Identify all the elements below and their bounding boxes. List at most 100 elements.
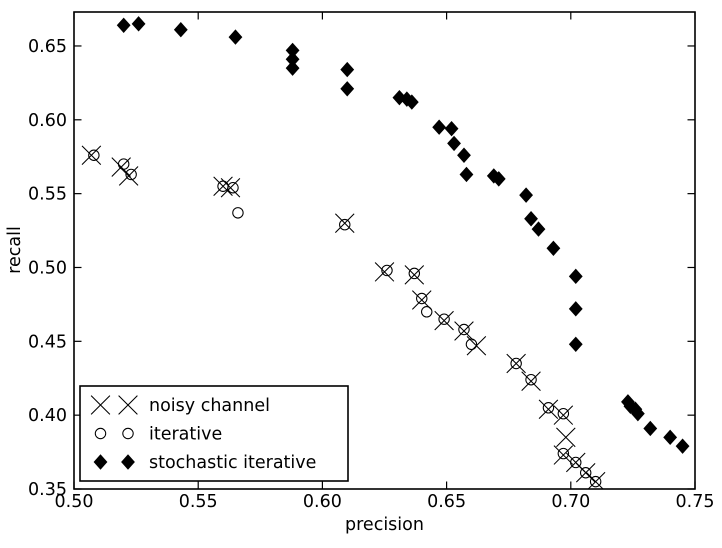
data-point	[521, 371, 541, 391]
y-tick-label: 0.35	[28, 480, 67, 500]
data-point	[557, 407, 570, 420]
y-axis-title: recall	[5, 226, 25, 274]
data-points-layer	[81, 16, 690, 489]
data-point	[116, 17, 131, 33]
x-tick-label: 0.70	[551, 492, 590, 512]
legend-marker-circle	[122, 427, 134, 440]
data-point	[525, 373, 537, 386]
data-point	[538, 399, 559, 420]
data-point	[556, 427, 576, 448]
data-point	[457, 147, 471, 163]
data-point	[546, 240, 561, 256]
data-point	[553, 445, 574, 465]
data-point	[399, 91, 414, 107]
series-iterative	[88, 149, 602, 488]
y-tick-label: 0.65	[28, 37, 67, 57]
data-point	[131, 16, 146, 32]
legend-entry-iterative: iterative	[94, 425, 222, 445]
y-tick-label: 0.60	[28, 111, 67, 131]
data-point	[542, 402, 555, 414]
data-point	[444, 120, 459, 137]
data-point	[227, 182, 239, 194]
data-point	[557, 447, 570, 460]
data-point	[285, 60, 300, 76]
data-point	[339, 218, 351, 231]
legend-label: noisy channel	[149, 396, 270, 416]
legend-label: stochastic iterative	[149, 453, 316, 473]
x-tick-label: 0.55	[179, 492, 218, 512]
data-point	[374, 262, 395, 282]
data-point	[491, 171, 506, 187]
data-point	[340, 61, 355, 78]
data-point	[392, 89, 407, 106]
data-point	[404, 265, 425, 285]
data-point	[173, 22, 188, 38]
legend-label: iterative	[149, 425, 222, 445]
legend-entry-stochastic-iterative: stochastic iterative	[93, 453, 316, 473]
data-point	[408, 267, 421, 280]
data-point	[416, 292, 428, 305]
data-point	[438, 313, 450, 325]
data-point	[334, 213, 355, 233]
data-point	[570, 456, 582, 469]
data-point	[404, 94, 419, 110]
data-point	[88, 149, 100, 161]
data-point	[465, 338, 478, 351]
data-point	[381, 264, 393, 277]
series-noisy-channel	[81, 145, 606, 489]
data-point	[81, 145, 102, 166]
data-point	[232, 207, 244, 219]
data-point	[519, 187, 533, 203]
data-point	[213, 176, 233, 197]
series-stochastic-iterative	[116, 16, 690, 454]
x-tick-label: 0.60	[303, 492, 342, 512]
y-tick-label: 0.55	[28, 185, 67, 205]
data-point	[568, 268, 583, 285]
y-tick-label: 0.40	[28, 406, 67, 426]
x-axis-title: precision	[345, 515, 424, 535]
data-point	[643, 420, 658, 437]
data-point	[675, 438, 690, 454]
legend-marker-circle	[94, 427, 107, 440]
data-point	[454, 321, 474, 341]
data-point	[585, 471, 606, 489]
data-point	[228, 29, 243, 45]
legend-entry-noisy-channel: noisy channel	[90, 395, 270, 416]
data-point	[531, 221, 546, 237]
x-tick-label: 0.50	[55, 492, 94, 512]
data-point	[524, 211, 538, 227]
data-point	[506, 353, 526, 374]
data-point	[458, 323, 470, 336]
axes-frame	[73, 11, 696, 490]
legend-marker-x	[118, 395, 138, 415]
data-point	[589, 475, 602, 488]
tick-labels-layer: 0.50 0.55 0.60 0.65 0.70 0.75 0.35 0.40 0.45 0.50…	[28, 37, 714, 512]
data-point	[432, 119, 447, 135]
data-point	[117, 158, 130, 170]
data-point	[421, 306, 433, 318]
legend-marker-diamond	[121, 454, 135, 470]
data-point	[568, 301, 583, 317]
data-point	[434, 310, 454, 331]
data-point	[663, 429, 678, 446]
data-point	[459, 166, 474, 183]
legend-marker-diamond	[93, 454, 108, 470]
data-point	[579, 467, 592, 479]
x-tick-label: 0.65	[427, 492, 466, 512]
data-point	[568, 336, 583, 352]
data-point	[510, 357, 522, 370]
y-tick-label: 0.50	[28, 258, 67, 278]
x-tick-label: 0.75	[676, 492, 715, 512]
legend-marker-x	[90, 395, 111, 415]
data-point	[125, 168, 137, 181]
data-point	[285, 51, 300, 67]
data-point	[285, 42, 300, 59]
data-point	[630, 405, 645, 422]
data-point	[340, 81, 355, 97]
y-tick-label: 0.45	[28, 332, 67, 352]
data-point	[553, 405, 574, 425]
data-point	[447, 135, 461, 152]
legend: noisy channel iterative stochastic iterati…	[79, 385, 349, 482]
